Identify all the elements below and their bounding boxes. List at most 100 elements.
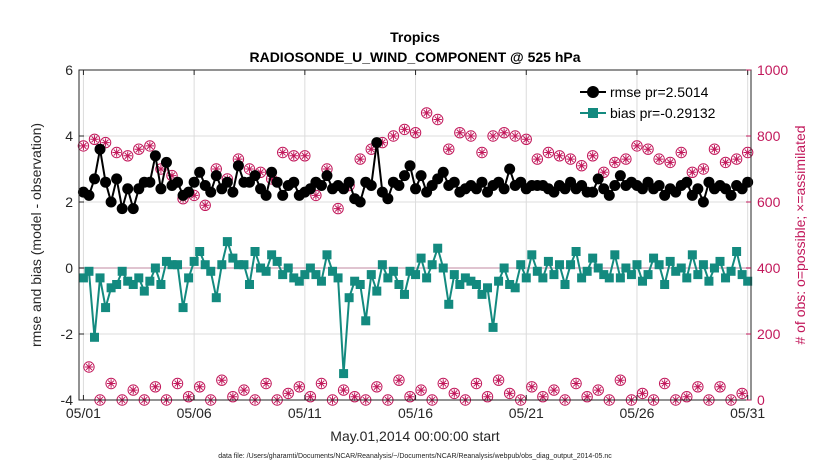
obs-possible-point [548, 384, 560, 396]
bias-point [95, 273, 105, 283]
obs-assimilated-point [245, 164, 254, 174]
obs-assimilated-point [389, 131, 398, 141]
bias-point [726, 266, 736, 276]
obs-possible-point [465, 130, 477, 142]
obs-assimilated-point [522, 135, 531, 144]
obs-assimilated-point [372, 382, 382, 391]
rmse-point [210, 170, 222, 182]
obs-assimilated-point [688, 168, 697, 177]
obs-assimilated-point [549, 385, 559, 395]
obs-possible-point [105, 377, 117, 390]
obs-assimilated-point [201, 201, 210, 210]
rmse-point [681, 176, 693, 188]
obs-assimilated-point [743, 148, 752, 157]
bias-point [383, 273, 393, 283]
obs-possible-point [586, 150, 599, 162]
bias-point [560, 280, 570, 289]
x-tick-label: 05/26 [619, 405, 654, 421]
rmse-point [742, 176, 754, 188]
bias-point [510, 283, 520, 293]
obs-possible-point [122, 150, 134, 162]
obs-possible-point [653, 153, 665, 165]
bias-point [189, 256, 199, 266]
obs-possible-point [227, 391, 239, 403]
obs-possible-point [110, 146, 123, 159]
rmse-point [415, 170, 427, 182]
obs-assimilated-point [90, 135, 99, 144]
bias-point [394, 280, 404, 289]
bias-point [604, 273, 614, 283]
obs-assimilated-point [284, 389, 293, 398]
bias-point [178, 303, 188, 313]
obs-assimilated-point [306, 392, 315, 401]
obs-possible-point [509, 130, 521, 142]
rmse-point [221, 176, 233, 188]
obs-assimilated-point [721, 158, 730, 167]
bias-point [582, 266, 592, 276]
bias-point [405, 266, 415, 276]
obs-possible-point [88, 133, 101, 146]
bias-point [499, 263, 509, 273]
obs-possible-point [664, 156, 676, 169]
bias-point [377, 260, 387, 270]
obs-assimilated-point [167, 171, 177, 180]
rmse-point [498, 183, 510, 195]
obs-possible-point [398, 123, 411, 136]
y-tick-label: 2 [65, 194, 73, 210]
rmse-point [476, 176, 488, 188]
bias-point [228, 253, 238, 263]
rmse-point [100, 176, 112, 188]
obs-possible-point [315, 377, 328, 390]
obs-assimilated-point [367, 145, 376, 154]
obs-possible-point [686, 166, 699, 179]
rmse-point [321, 170, 333, 182]
rmse-point [111, 173, 123, 185]
y-right-tick-label: 600 [757, 194, 781, 210]
obs-assimilated-point [621, 154, 631, 164]
obs-possible-point [631, 140, 643, 152]
chart-title: Tropics [390, 29, 440, 45]
obs-possible-point [149, 381, 162, 393]
bias-point [167, 260, 177, 270]
obs-assimilated-point [239, 385, 249, 395]
obs-assimilated-point [278, 148, 287, 157]
obs-assimilated-point [737, 389, 747, 398]
bias-point [438, 263, 448, 273]
obs-possible-point [299, 150, 311, 162]
rmse-point [504, 163, 516, 175]
bias-point [184, 273, 194, 283]
obs-possible-point [127, 384, 139, 396]
bias-point [173, 260, 183, 270]
obs-possible-point [387, 130, 400, 142]
rmse-point [127, 203, 139, 215]
obs-possible-point [371, 381, 383, 393]
obs-assimilated-point [101, 138, 110, 147]
obs-possible-point [520, 133, 532, 146]
bias-point [333, 273, 343, 283]
obs-possible-point [393, 374, 405, 386]
x-tick-label: 05/16 [398, 405, 433, 421]
bias-point [433, 243, 443, 253]
bias-point [505, 280, 515, 289]
obs-assimilated-point [228, 392, 238, 401]
bias-point [350, 276, 360, 286]
bias-point [84, 266, 94, 276]
bias-point [388, 266, 398, 276]
obs-assimilated-point [710, 145, 719, 154]
obs-assimilated-point [571, 379, 581, 388]
legend-bias-label: bias pr=-0.29132 [610, 105, 716, 121]
chart-subtitle: RADIOSONDE_U_WIND_COMPONENT @ 525 hPa [249, 49, 580, 65]
obs-assimilated-point [195, 382, 204, 391]
obs-possible-point [564, 153, 577, 165]
obs-assimilated-point [510, 131, 520, 141]
y-tick-label: 6 [65, 62, 73, 78]
bias-point [709, 263, 719, 273]
bias-point [339, 369, 349, 379]
bias-point [593, 263, 603, 273]
bias-point [250, 247, 260, 256]
bias-point [422, 273, 432, 283]
x-tick-label: 05/11 [288, 405, 322, 421]
bias-point [256, 263, 266, 273]
rmse-point [227, 186, 239, 198]
obs-assimilated-point [582, 392, 592, 401]
